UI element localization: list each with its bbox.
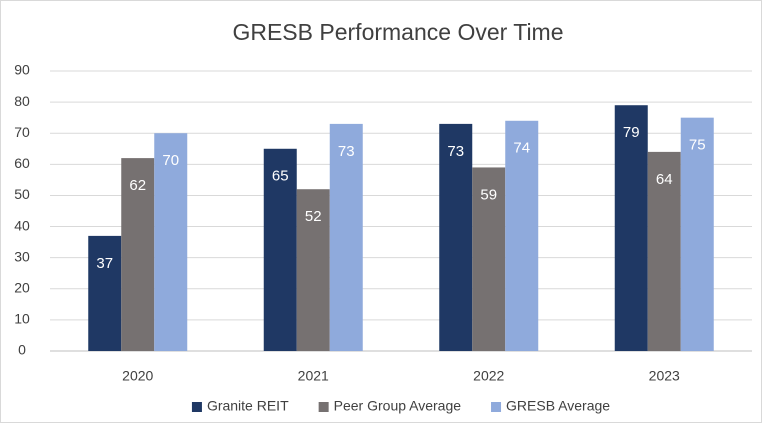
x-tick-label: 2021: [298, 368, 329, 384]
data-label: 73: [338, 143, 355, 160]
y-tick-label: 70: [14, 124, 30, 140]
y-tick-label: 30: [14, 248, 30, 264]
y-tick-label: 0: [18, 342, 26, 358]
y-tick-label: 90: [14, 62, 30, 78]
data-label: 62: [129, 177, 146, 194]
bar: [329, 123, 363, 351]
y-tick-label: 50: [14, 186, 30, 202]
x-tick-label: 2023: [649, 368, 680, 384]
data-label: 70: [162, 152, 179, 169]
chart-title: GRESB Performance Over Time: [232, 19, 563, 45]
legend-label: GRESB Average: [506, 398, 610, 414]
x-tick-label: 2022: [473, 368, 504, 384]
data-label: 74: [513, 140, 530, 157]
y-tick-label: 40: [14, 217, 30, 233]
legend-swatch: [191, 402, 202, 412]
data-label: 37: [96, 255, 113, 272]
y-tick-label: 80: [14, 93, 30, 109]
bar: [472, 167, 506, 351]
legend-label: Peer Group Average: [334, 398, 462, 414]
legend-swatch: [318, 402, 329, 412]
legend-label: Granite REIT: [207, 398, 289, 414]
x-tick-label: 2020: [122, 368, 153, 384]
legend-swatch: [491, 402, 502, 412]
data-label: 75: [689, 137, 706, 154]
bar: [88, 235, 122, 351]
bar: [296, 189, 330, 351]
y-tick-label: 10: [14, 311, 30, 327]
data-label: 65: [272, 168, 289, 185]
bar: [121, 158, 155, 351]
bar: [680, 117, 714, 352]
data-label: 64: [656, 171, 673, 188]
bar: [154, 133, 188, 351]
bar: [505, 120, 539, 352]
bar: [647, 151, 681, 351]
bar: [439, 123, 473, 351]
bar: [614, 105, 648, 351]
data-label: 73: [447, 143, 464, 160]
y-tick-label: 60: [14, 155, 30, 171]
data-label: 52: [305, 208, 322, 225]
y-tick-label: 20: [14, 279, 30, 295]
data-label: 79: [623, 124, 640, 141]
bar: [263, 148, 297, 351]
data-label: 59: [480, 186, 497, 203]
